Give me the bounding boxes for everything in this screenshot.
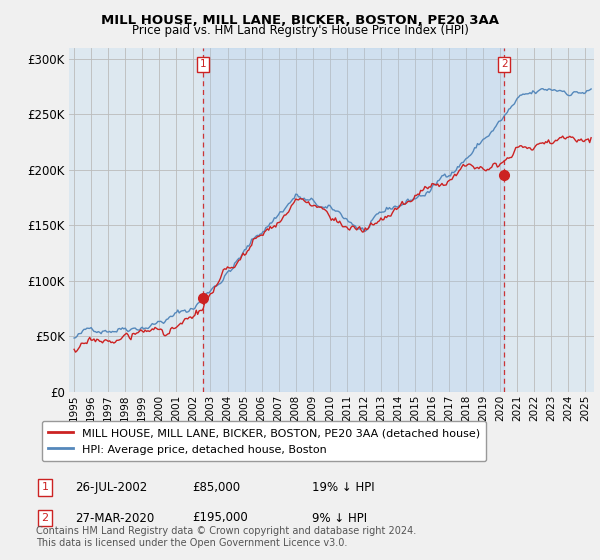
Text: 9% ↓ HPI: 9% ↓ HPI bbox=[312, 511, 367, 525]
Text: Price paid vs. HM Land Registry's House Price Index (HPI): Price paid vs. HM Land Registry's House … bbox=[131, 24, 469, 37]
Text: Contains HM Land Registry data © Crown copyright and database right 2024.
This d: Contains HM Land Registry data © Crown c… bbox=[36, 526, 416, 548]
Legend: MILL HOUSE, MILL LANE, BICKER, BOSTON, PE20 3AA (detached house), HPI: Average p: MILL HOUSE, MILL LANE, BICKER, BOSTON, P… bbox=[41, 421, 487, 461]
Bar bbox=[203, 48, 505, 392]
Text: 26-JUL-2002: 26-JUL-2002 bbox=[75, 480, 147, 494]
Text: 1: 1 bbox=[200, 59, 206, 69]
Text: £195,000: £195,000 bbox=[192, 511, 248, 525]
Text: £85,000: £85,000 bbox=[192, 480, 240, 494]
Text: 1: 1 bbox=[41, 482, 49, 492]
Text: 19% ↓ HPI: 19% ↓ HPI bbox=[312, 480, 374, 494]
Text: 2: 2 bbox=[41, 513, 49, 523]
Text: 2: 2 bbox=[501, 59, 508, 69]
Text: MILL HOUSE, MILL LANE, BICKER, BOSTON, PE20 3AA: MILL HOUSE, MILL LANE, BICKER, BOSTON, P… bbox=[101, 14, 499, 27]
Text: 27-MAR-2020: 27-MAR-2020 bbox=[75, 511, 154, 525]
